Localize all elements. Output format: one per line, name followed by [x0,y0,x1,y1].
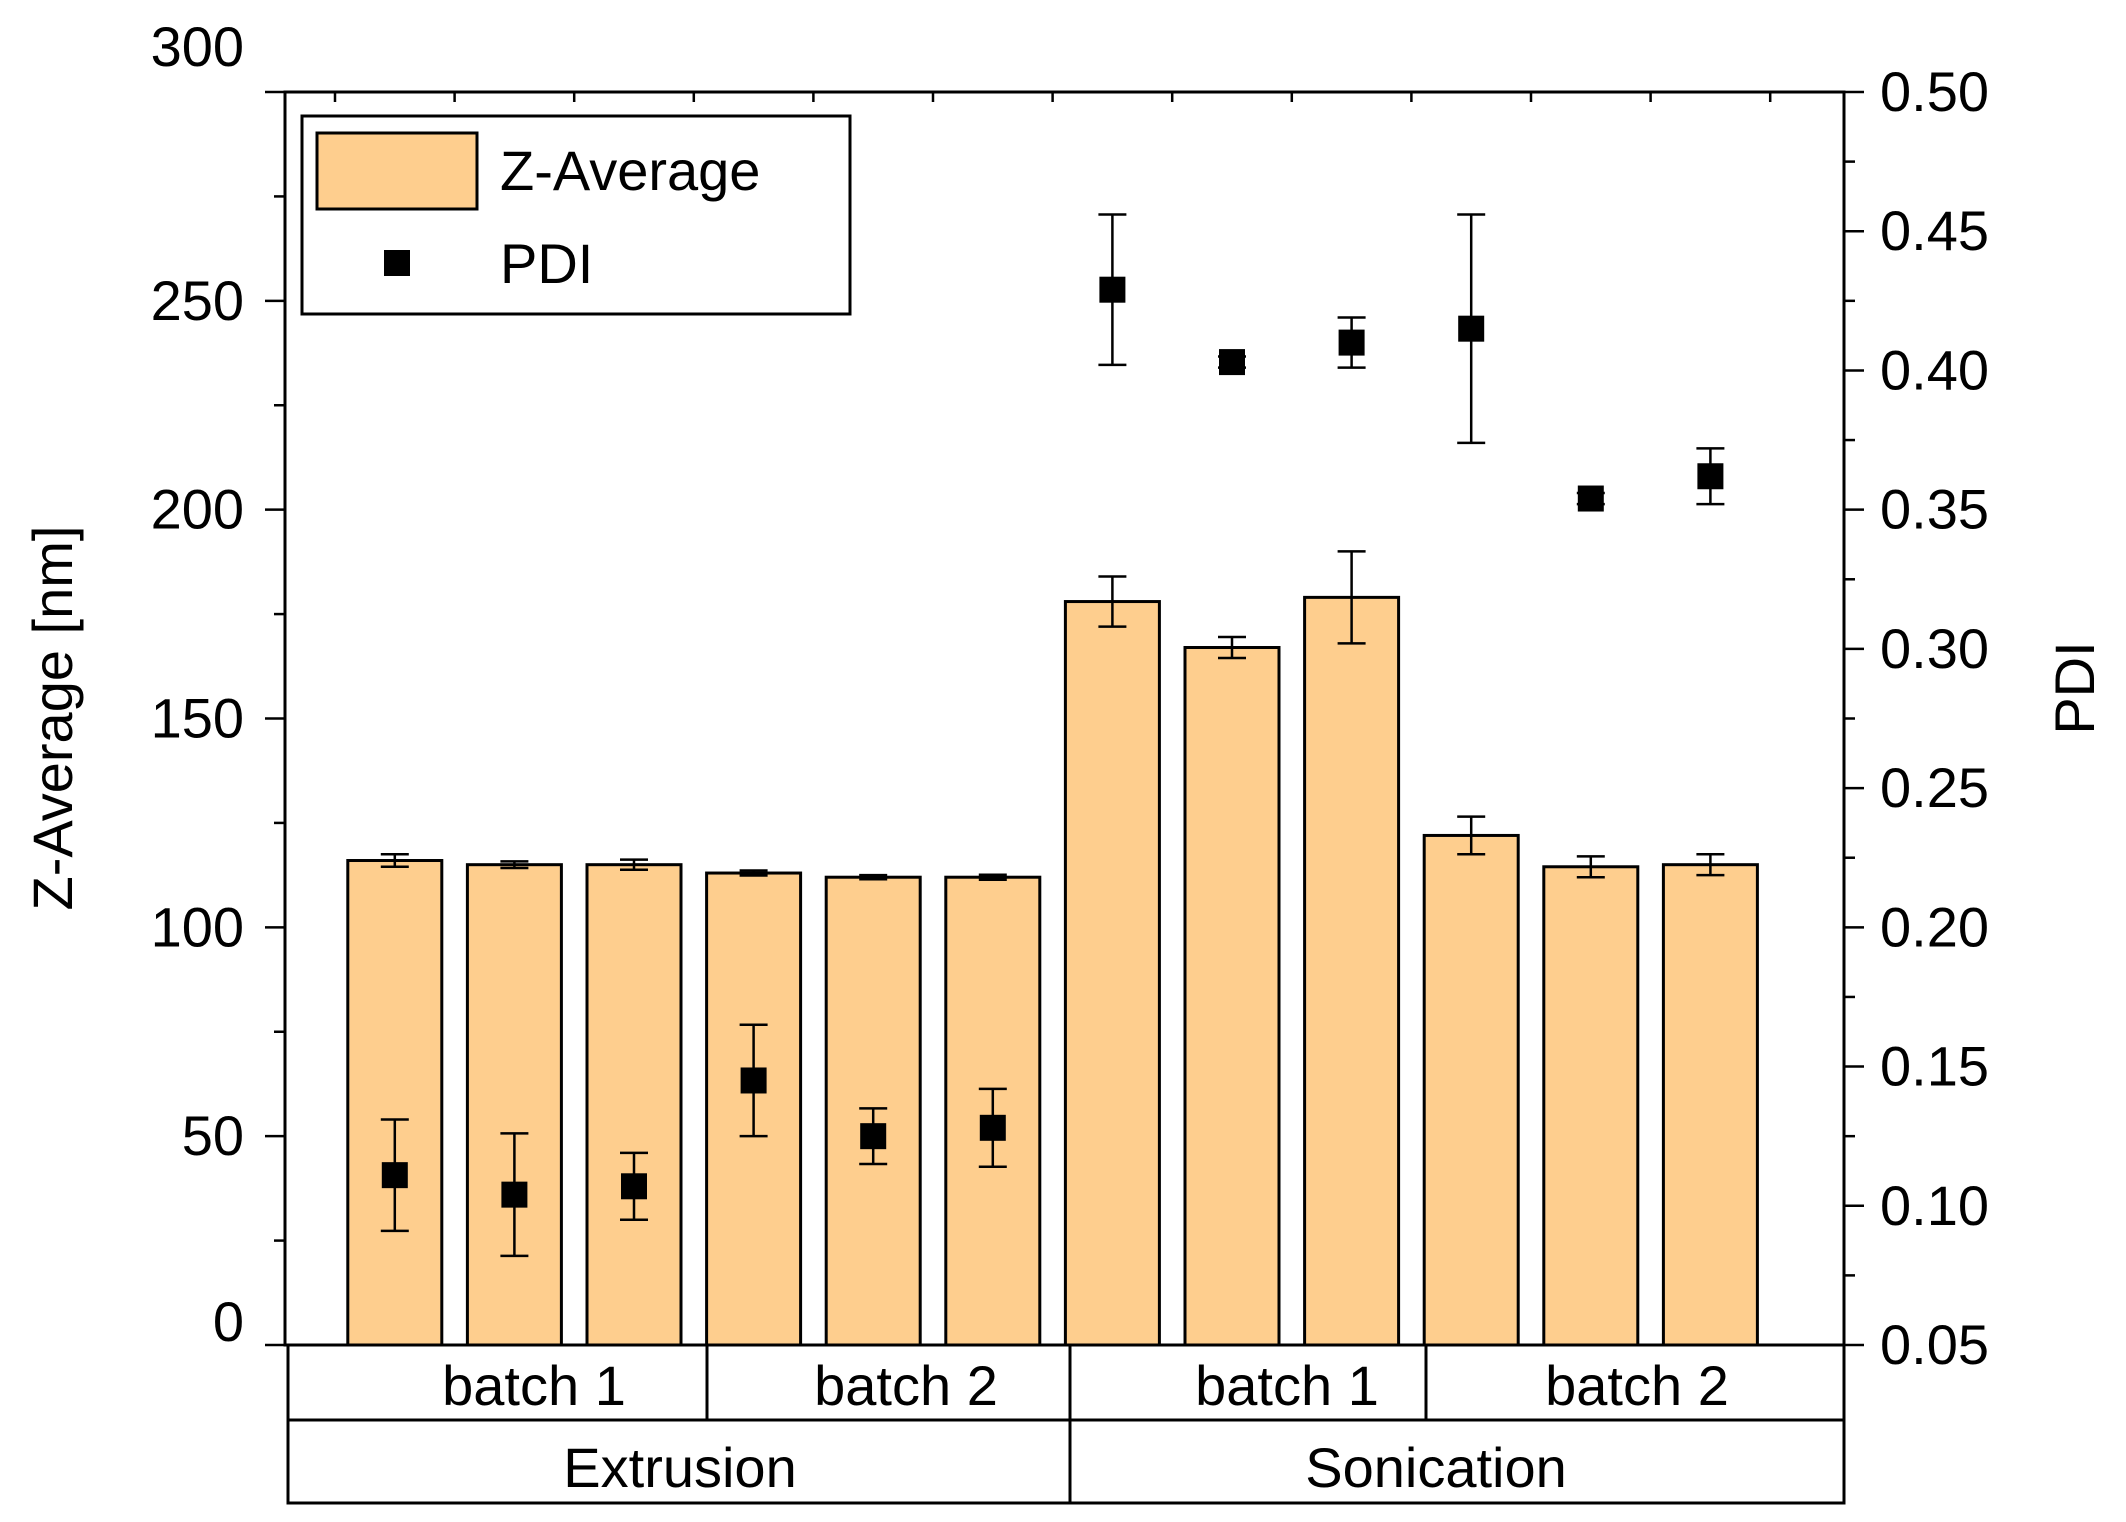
bar-error-bar [1337,550,1366,645]
pdi-point [1697,463,1724,490]
pdi-point [860,1123,887,1150]
batch-label: batch 2 [1545,1354,1729,1417]
right-tick-label: 0.40 [1880,338,1989,401]
left-tick-label: 300 [151,15,244,78]
pdi-point [381,1162,408,1189]
bar [1063,600,1161,1347]
left-tick-label: 200 [151,478,244,541]
bar-error-bar [500,860,529,870]
pdi-point [740,1067,767,1094]
pdi-point [1577,485,1604,512]
pdi-point [1219,349,1245,376]
right-axis-title: PDI [2043,641,2106,734]
bar [1183,645,1281,1347]
pdi-point [1458,315,1485,342]
bar-error-bar [620,858,648,871]
bar-error-bar [1576,855,1605,879]
left-tick-label: 0 [213,1290,244,1353]
bar [1303,595,1401,1347]
right-tick-label: 0.20 [1880,895,1989,958]
pdi-point [979,1114,1006,1141]
right-tick-label: 0.15 [1880,1035,1989,1098]
method-label: Extrusion [563,1436,796,1499]
legend-marker-pdi [384,250,410,276]
batch-label: batch 1 [442,1354,626,1417]
left-y-axis: 0 50 100 150 200 250 300 Z-Average [nm] [21,15,285,1353]
bar [585,863,683,1347]
pdi-point [1099,276,1126,303]
left-axis-title: Z-Average [nm] [21,526,84,911]
right-tick-label: 0.30 [1880,617,1989,680]
legend-label-z-average: Z-Average [500,139,760,202]
bar-error-bar [1098,575,1127,628]
right-tick-label: 0.05 [1880,1313,1989,1376]
pdi-points-layer [380,213,1725,1258]
right-tick-label: 0.35 [1880,478,1989,541]
method-label: Sonication [1305,1436,1567,1499]
bar-error-bar [1218,635,1246,660]
bar-error-bar [739,869,768,877]
left-tick-label: 150 [151,687,244,750]
left-tick-label: 250 [151,269,244,332]
bar-error-bar [380,852,409,869]
left-tick-label: 100 [151,895,244,958]
pdi-point [501,1181,528,1208]
x-group-labels: batch 1 batch 2 batch 1 batch 2 Extrusion Son… [286,1343,1846,1505]
bar-error-bar [1696,852,1725,877]
bar [1422,833,1520,1347]
bar [705,871,803,1347]
legend-swatch-z-average [315,131,479,211]
bar [1661,863,1759,1347]
pdi-point [1338,329,1365,356]
bar [465,863,563,1347]
right-tick-label: 0.10 [1880,1174,1989,1237]
right-y-axis: 0.05 0.10 0.15 0.20 0.25 0.30 0.35 0.40 0.45 0.50… [1844,60,2106,1376]
legend-label-pdi: PDI [500,232,593,295]
right-tick-label: 0.45 [1880,199,1989,262]
bars-layer [346,550,1759,1347]
legend: Z-Average PDI [300,114,852,316]
batch-label: batch 1 [1195,1354,1379,1417]
bar [346,859,444,1347]
bar-error-bar [978,873,1007,881]
bar-error-bar [1457,815,1486,856]
bar [1542,865,1640,1347]
batch-label: batch 2 [814,1354,998,1417]
left-tick-label: 50 [182,1104,244,1167]
right-tick-label: 0.25 [1880,756,1989,819]
right-tick-label: 0.50 [1880,60,1989,123]
pdi-point [621,1173,647,1200]
x-group-frame [286,1343,1846,1505]
bar-error-bar [859,873,888,881]
